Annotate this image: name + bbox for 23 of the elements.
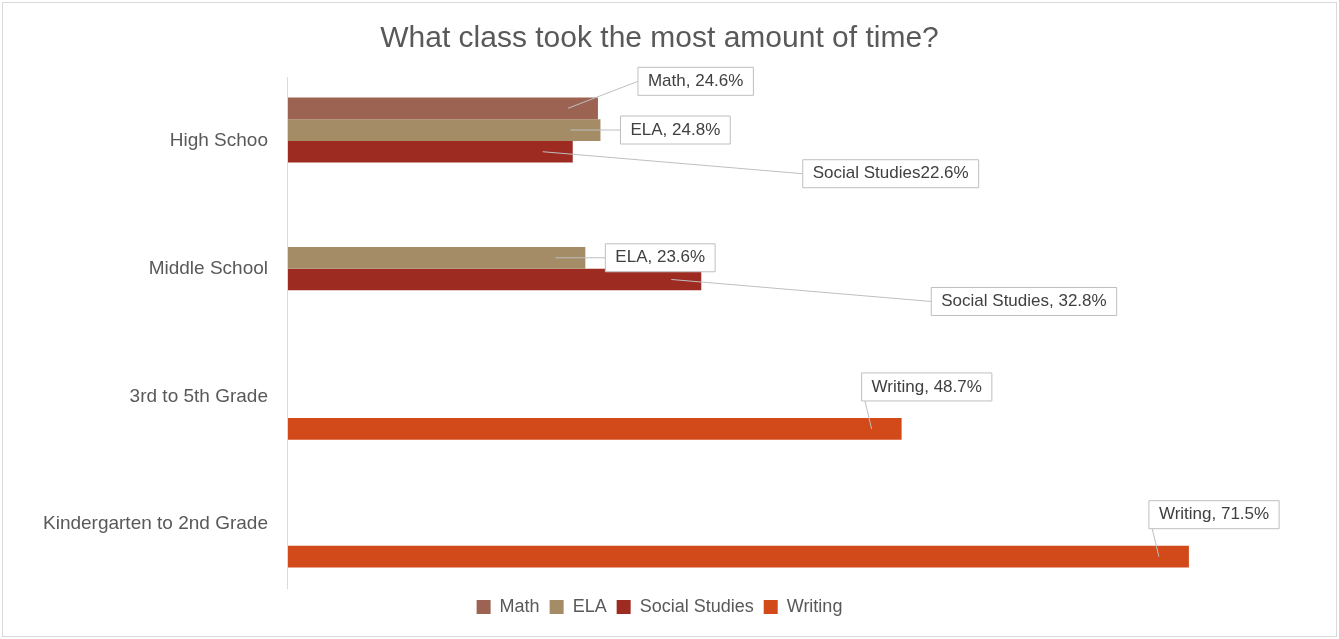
legend-label: ELA [572,595,607,616]
bar [287,140,573,163]
bar [287,119,601,141]
data-label: ELA, 24.8% [630,119,721,139]
bar [287,268,702,291]
bar [287,97,598,120]
chart-title: What class took the most amount of time? [380,20,939,54]
data-label: Writing, 48.7% [871,376,982,396]
data-label: Math, 24.6% [647,70,744,90]
data-label: Social Studies, 32.8% [941,291,1107,311]
y-tick-label: Kindergarten to 2nd Grade [42,512,268,534]
data-label: ELA, 23.6% [615,247,706,267]
data-label: Writing, 71.5% [1158,504,1270,524]
bar [287,246,586,269]
bar [287,545,1189,568]
y-tick-label: 3rd to 5th Grade [129,384,268,406]
legend-label: Math [499,595,540,616]
data-label: Social Studies22.6% [812,163,969,183]
y-tick-label: Middle School [148,256,268,278]
y-tick-label: High Schoo [169,129,268,151]
legend-label: Writing [786,595,843,616]
bar [287,418,902,440]
legend-label: Social Studies [639,595,754,616]
